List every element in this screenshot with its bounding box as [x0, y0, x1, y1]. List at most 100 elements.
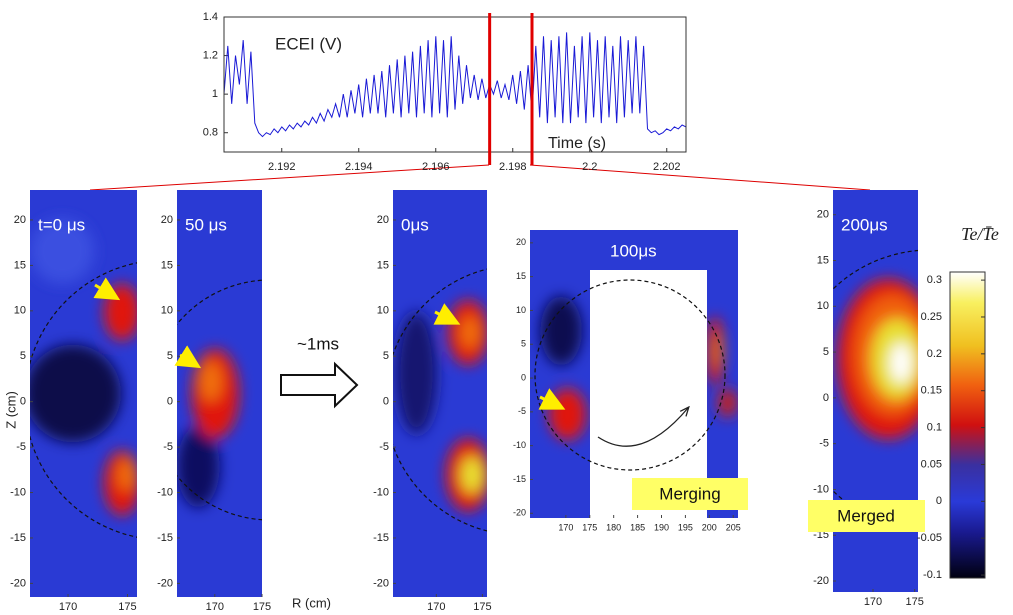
heatmap-blobs [177, 348, 240, 508]
y-tick-label: 15 [817, 254, 829, 266]
r-label: R (cm) [292, 595, 331, 610]
colorbar-tick-label: 0 [936, 495, 942, 507]
panel-label: t=0 μs [38, 215, 85, 234]
x-tick-label: 180 [606, 522, 621, 532]
x-axis-label: Time (s) [548, 135, 606, 152]
y-tick-label: -10 [373, 486, 389, 498]
x-tick-label: 175 [905, 596, 923, 608]
y-tick-label: 20 [817, 209, 829, 221]
heatmap [177, 190, 262, 597]
x-tick-label: 190 [654, 522, 669, 532]
colorbar-tick-label: 0.25 [921, 311, 942, 323]
heatmap-blobs [837, 278, 918, 440]
y-tick-label: 10 [161, 305, 173, 317]
x-tick-label: 175 [118, 601, 136, 613]
y-tick-label: 1 [212, 88, 218, 100]
y-tick-label: -5 [163, 441, 173, 453]
heat-blob [548, 388, 587, 441]
heat-blob [540, 296, 582, 366]
x-tick-label: 2.202 [653, 161, 681, 173]
colorbar [949, 271, 986, 579]
x-tick-label: 2.2 [582, 161, 597, 173]
x-tick-label: 175 [473, 601, 491, 613]
heatmap-blobs [30, 218, 137, 516]
heat-blob [713, 333, 722, 369]
y-tick-label: 0 [383, 396, 389, 408]
colorbar-label: Te/T̄e [961, 224, 999, 244]
y-tick-label: 5 [383, 350, 389, 362]
y-tick-label: -5 [379, 441, 389, 453]
heat-blob [177, 426, 220, 508]
x-tick-label: 170 [427, 601, 445, 613]
y-tick-label: 5 [521, 339, 526, 349]
separatrix [534, 279, 726, 471]
heat-blob [199, 360, 223, 402]
y-tick-label: 20 [161, 214, 173, 226]
y-tick-label: 20 [516, 237, 526, 247]
y-tick-label: 0 [521, 372, 526, 382]
heatmap [393, 190, 487, 597]
y-tick-label: -20 [10, 577, 26, 589]
x-tick-label: 2.196 [422, 161, 450, 173]
heatmap [30, 190, 137, 597]
y-tick-label: 20 [14, 214, 26, 226]
colorbar-tick-label: 0.1 [927, 421, 942, 433]
y-tick-label: -20 [373, 577, 389, 589]
signal-label: ECEI (V) [275, 34, 342, 53]
y-tick-label: -5 [819, 438, 829, 450]
x-tick-label: 170 [558, 522, 573, 532]
heatmap-blobs [540, 296, 738, 441]
heat-blob [395, 312, 438, 435]
y-tick-label: 15 [377, 259, 389, 271]
z-label: Z (cm) [3, 391, 18, 429]
y-tick-label: -10 [157, 486, 173, 498]
y-tick-label: -15 [373, 532, 389, 544]
yellow-arrow [538, 388, 566, 410]
y-tick-label: 5 [167, 350, 173, 362]
y-tick-label: 10 [14, 305, 26, 317]
panel-label: 100μs [610, 241, 657, 260]
yellow-arrow [93, 277, 121, 301]
colorbar-tick-label: -0.05 [917, 532, 942, 544]
signal-line [223, 32, 687, 138]
y-tick-label: -20 [157, 577, 173, 589]
y-tick-label: -20 [813, 575, 829, 587]
step-label: ~1ms [297, 334, 339, 353]
zoom-line [529, 164, 871, 191]
y-tick-label: 15 [516, 271, 526, 281]
y-tick-label: -10 [10, 486, 26, 498]
mask [590, 270, 707, 518]
x-tick-label: 200 [702, 522, 717, 532]
colorbar-tick-label: 0.2 [927, 348, 942, 360]
y-tick-label: 0.8 [203, 127, 218, 139]
y-tick-label: -5 [16, 441, 26, 453]
y-tick-label: 10 [817, 300, 829, 312]
y-tick-label: 10 [377, 305, 389, 317]
y-tick-label: 20 [377, 214, 389, 226]
y-tick-label: 0 [20, 396, 26, 408]
heat-blob [30, 344, 121, 443]
label-box [632, 478, 748, 510]
y-tick-label: 15 [14, 259, 26, 271]
heatmap [530, 230, 738, 518]
x-tick-label: 2.198 [499, 161, 527, 173]
merged-label: Merged [837, 506, 895, 525]
colorbar-tick-label: 0.15 [921, 385, 942, 397]
y-tick-label: 10 [516, 305, 526, 315]
y-tick-label: -10 [813, 483, 829, 495]
panel-label: 0μs [401, 215, 429, 234]
y-tick-label: 1.4 [203, 11, 218, 23]
colorbar-tick-label: 0.3 [927, 274, 942, 286]
yellow-arrow [433, 303, 461, 325]
x-tick-label: 175 [253, 601, 271, 613]
heat-blob [460, 456, 484, 494]
y-tick-label: 0 [167, 396, 173, 408]
y-tick-label: 5 [823, 346, 829, 358]
plot-frame [223, 16, 687, 153]
merging-label: Merging [659, 484, 720, 503]
y-tick-label: 1.2 [203, 49, 218, 61]
y-tick-label: -15 [10, 532, 26, 544]
heat-blob [460, 316, 480, 349]
